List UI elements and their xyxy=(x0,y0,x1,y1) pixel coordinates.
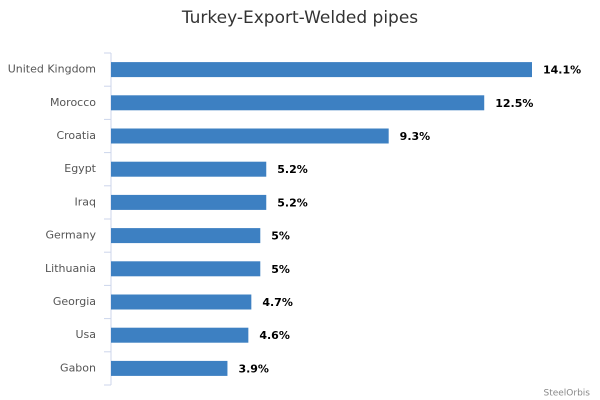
value-label: 3.9% xyxy=(238,362,269,375)
y-tick-label: Egypt xyxy=(64,162,96,175)
value-label: 9.3% xyxy=(400,130,431,143)
y-tick-label: United Kingdom xyxy=(8,63,96,76)
bar xyxy=(111,327,249,343)
value-label: 12.5% xyxy=(495,97,533,110)
bar xyxy=(111,228,261,244)
value-label: 4.6% xyxy=(259,329,290,342)
y-tick-label: Gabon xyxy=(60,361,96,374)
bar xyxy=(111,194,267,210)
y-tick-label: Iraq xyxy=(75,195,97,208)
bar xyxy=(111,95,485,111)
y-tick-label: Lithuania xyxy=(45,262,96,275)
bar xyxy=(111,161,267,177)
value-label: 4.7% xyxy=(262,296,293,309)
bar xyxy=(111,128,389,144)
value-label: 5% xyxy=(271,230,290,243)
value-label: 14.1% xyxy=(543,64,581,77)
y-tick-label: Morocco xyxy=(50,96,96,109)
value-label: 5% xyxy=(271,263,290,276)
value-label: 5.2% xyxy=(277,196,308,209)
y-tick-label: Usa xyxy=(75,328,96,341)
bar xyxy=(111,294,252,310)
bar xyxy=(111,261,261,277)
bar xyxy=(111,360,228,376)
chart-title: Turkey-Export-Welded pipes xyxy=(181,8,418,28)
value-label: 5.2% xyxy=(277,163,308,176)
y-tick-label: Germany xyxy=(45,229,96,242)
bar xyxy=(111,62,532,78)
y-tick-label: Croatia xyxy=(56,129,96,142)
source-credit: SteelOrbis xyxy=(543,389,590,399)
y-tick-label: Georgia xyxy=(53,295,96,308)
